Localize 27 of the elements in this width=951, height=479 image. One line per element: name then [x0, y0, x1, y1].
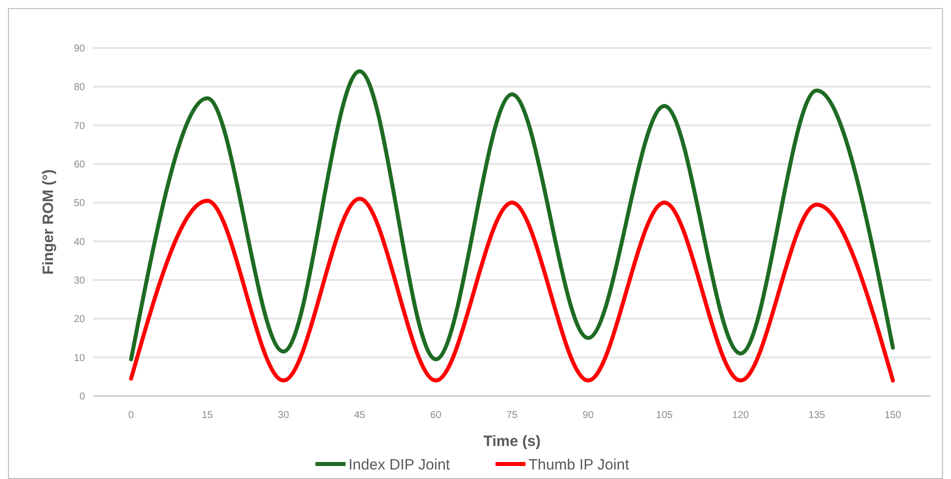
x-axis-title: Time (s): [483, 433, 541, 450]
x-tick-label: 75: [506, 410, 518, 421]
y-tick-label: 20: [74, 314, 86, 326]
x-tick-label: 45: [354, 410, 366, 421]
x-tick-label: 135: [808, 410, 826, 421]
x-tick-label: 0: [128, 410, 134, 421]
y-tick-label: 10: [74, 352, 86, 364]
y-tick-label: 90: [74, 44, 86, 54]
line-series: [129, 196, 895, 383]
x-tick-label: 90: [582, 410, 594, 421]
x-tick-label: 15: [202, 410, 214, 421]
y-axis-title: Finger ROM (°): [40, 169, 57, 275]
y-tick-label: 80: [74, 82, 86, 94]
y-tick-label: 50: [74, 198, 86, 210]
line-series: [129, 69, 895, 362]
y-tick-label: 0: [79, 392, 86, 402]
x-tick-label: 105: [656, 410, 674, 421]
y-tick-label: 60: [74, 160, 86, 170]
x-tick-label: 150: [884, 410, 902, 421]
y-tick-label: 30: [74, 276, 86, 286]
y-tick-label: 40: [74, 236, 86, 248]
x-tick-label: 120: [732, 410, 750, 421]
x-tick-label: 60: [430, 410, 442, 421]
x-tick-label: 30: [278, 410, 290, 421]
legend-label: Index DIP Joint: [348, 456, 451, 474]
legend-label: Thumb IP Joint: [528, 456, 630, 474]
y-tick-label: 70: [74, 120, 86, 132]
